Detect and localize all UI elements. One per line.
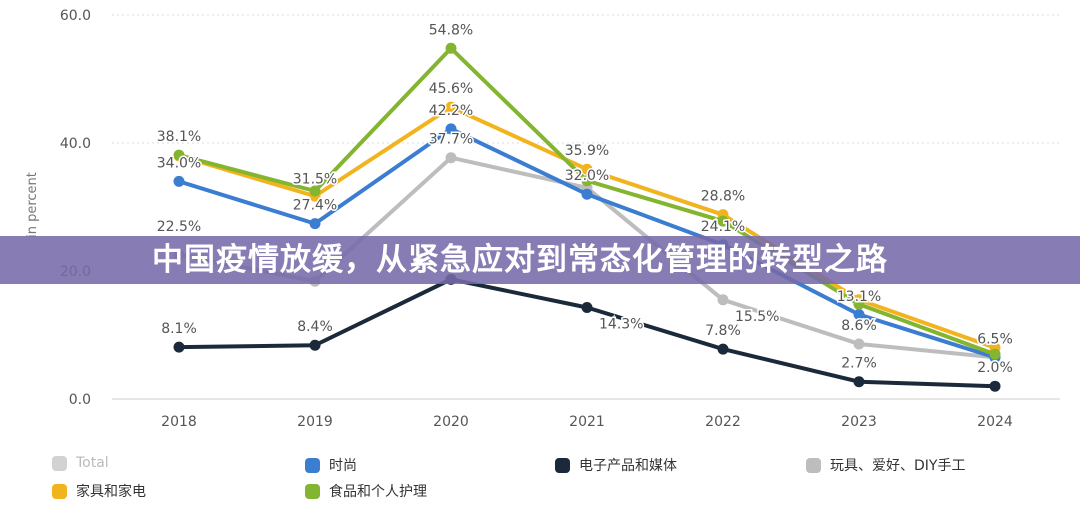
data-point (445, 42, 457, 54)
data-point (309, 185, 321, 197)
data-point (173, 149, 185, 161)
legend-item-fashion[interactable]: 时尚 (305, 455, 357, 475)
data-label: 2.0% (977, 360, 1013, 376)
title-banner: 中国疫情放缓，从紧急应对到常态化管理的转型之路 (0, 236, 1080, 284)
x-tick-label: 2019 (297, 414, 333, 430)
data-label: 13.1% (837, 289, 881, 305)
data-point (989, 380, 1001, 392)
y-tick-label: 60.0 (60, 8, 91, 24)
data-point (445, 123, 457, 135)
legend-swatch (806, 457, 821, 473)
data-label: 31.5% (293, 171, 337, 187)
data-point (309, 218, 321, 230)
data-point (853, 309, 865, 321)
legend-item-electronics[interactable]: 电子产品和媒体 (555, 455, 677, 475)
banner-title: 中国疫情放缓，从紧急应对到常态化管理的转型之路 (152, 242, 888, 278)
legend-swatch (52, 455, 67, 471)
x-tick-label: 2021 (569, 414, 605, 430)
data-point (581, 188, 593, 200)
data-point (309, 339, 321, 351)
y-axis-label: in percent (25, 172, 40, 238)
data-label: 15.5% (735, 309, 779, 325)
data-point (853, 338, 865, 350)
data-label: 34.0% (157, 155, 201, 171)
legend-label: 食品和个人护理 (329, 484, 427, 500)
data-point (581, 175, 593, 187)
data-point (717, 294, 729, 306)
data-point (445, 152, 457, 164)
legend-label: 玩具、爱好、DIY手工 (830, 458, 966, 474)
data-point (581, 301, 593, 313)
data-point (853, 376, 865, 388)
data-label: 14.3% (599, 316, 643, 332)
data-label: 35.9% (565, 143, 609, 159)
legend-item-furniture[interactable]: 家具和家电 (52, 481, 146, 501)
data-label: 38.1% (157, 129, 201, 145)
legend-swatch (52, 483, 67, 499)
legend-label: Total (76, 455, 109, 471)
data-label: 32.0% (565, 168, 609, 184)
data-label: 6.5% (977, 331, 1013, 347)
legend-item-total[interactable]: Total (52, 455, 109, 471)
x-tick-label: 2023 (841, 414, 877, 430)
data-label: 8.4% (297, 319, 333, 335)
data-point (581, 163, 593, 175)
y-tick-label: 40.0 (60, 136, 91, 152)
x-tick-label: 2024 (977, 414, 1013, 430)
x-tick-label: 2018 (161, 414, 197, 430)
legend-swatch (305, 483, 320, 499)
data-point (445, 101, 457, 113)
legend-label: 电子产品和媒体 (579, 458, 677, 474)
data-label: 8.1% (161, 321, 197, 337)
data-label: 42.2% (429, 103, 473, 119)
data-label: 2.7% (841, 356, 877, 372)
legend-label: 时尚 (329, 458, 357, 474)
legend-item-food[interactable]: 食品和个人护理 (305, 481, 427, 501)
data-label: 22.5% (157, 219, 201, 235)
data-point (717, 215, 729, 227)
y-tick-label: 0.0 (69, 392, 91, 408)
legend-swatch (305, 457, 320, 473)
x-tick-label: 2020 (433, 414, 469, 430)
data-point (853, 298, 865, 310)
data-point (173, 175, 185, 187)
legend-label: 家具和家电 (76, 484, 146, 500)
data-label: 54.8% (429, 22, 473, 38)
legend-swatch (555, 457, 570, 473)
x-tick-label: 2022 (705, 414, 741, 430)
data-point (989, 348, 1001, 360)
data-label: 24.1% (701, 219, 745, 235)
data-label: 27.4% (293, 198, 337, 214)
legend-item-toys[interactable]: 玩具、爱好、DIY手工 (806, 455, 965, 475)
data-label: 7.8% (705, 323, 741, 339)
data-label: 45.6% (429, 81, 473, 97)
data-label: 37.7% (429, 132, 473, 148)
data-label: 28.8% (701, 189, 745, 205)
data-point (173, 341, 185, 353)
data-point (717, 343, 729, 355)
data-label: 8.6% (841, 318, 877, 334)
